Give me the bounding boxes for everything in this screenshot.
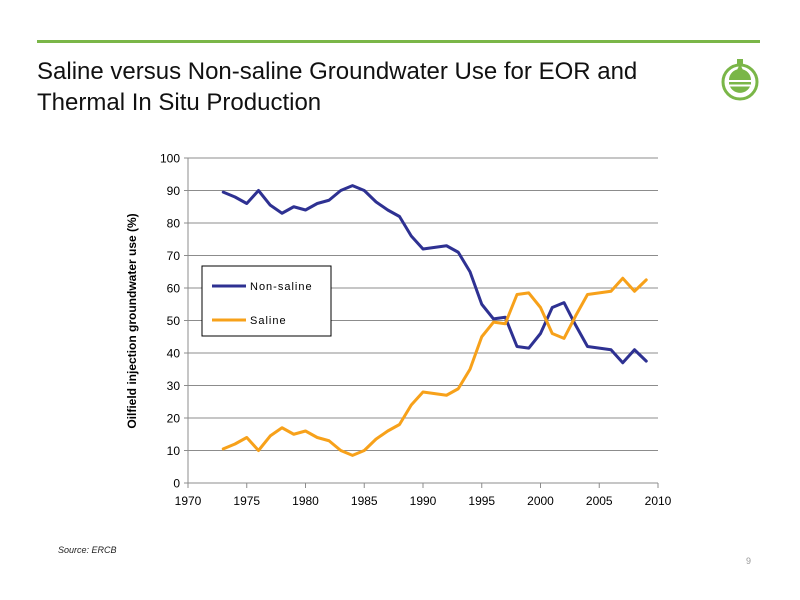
y-tick-label: 0 xyxy=(173,477,180,491)
page-number: 9 xyxy=(746,556,752,566)
x-tick-label: 2010 xyxy=(645,494,672,508)
slide-title-line-2: Thermal In Situ Production xyxy=(37,89,322,116)
x-tick-label: 1990 xyxy=(410,494,437,508)
x-tick-label: 1980 xyxy=(292,494,319,508)
series-line-saline xyxy=(221,276,648,457)
legend-label-non-saline: Non-saline xyxy=(250,281,313,293)
y-tick-label: 70 xyxy=(167,249,181,263)
y-tick-label: 80 xyxy=(167,217,181,231)
slide-title: Saline versus Non-saline Groundwater Use… xyxy=(37,56,717,118)
x-tick-label: 1985 xyxy=(351,494,378,508)
x-tick-label: 1995 xyxy=(468,494,495,508)
groundwater-use-chart: 0 10 20 30 40 50 60 70 80 90 100 1970 1975 1980 1985 19… xyxy=(125,152,672,509)
y-tick-label: 30 xyxy=(167,379,181,393)
x-tick-label: 2005 xyxy=(586,494,613,508)
x-tick-label: 1970 xyxy=(175,494,202,508)
x-tick-label: 1975 xyxy=(233,494,260,508)
y-tick-label: 20 xyxy=(167,412,181,426)
title-divider-bar xyxy=(37,40,760,43)
legend-box xyxy=(201,265,332,337)
legend-label-saline: Saline xyxy=(250,315,287,327)
y-tick-label: 60 xyxy=(167,282,181,296)
y-axis-label: Oilfield injection groundwater use (%) xyxy=(125,213,139,428)
y-tick-label: 100 xyxy=(160,152,180,166)
y-tick-label: 50 xyxy=(167,314,181,328)
series-line-non-saline xyxy=(221,184,648,365)
y-tick-label: 40 xyxy=(167,347,181,361)
x-tick-label: 2000 xyxy=(527,494,554,508)
y-tick-label: 90 xyxy=(167,184,181,198)
chart-legend: Non-saline Saline xyxy=(201,265,332,337)
y-tick-label: 10 xyxy=(167,444,181,458)
oil-drop-logo-icon xyxy=(721,59,759,101)
source-note: Source: ERCB xyxy=(58,545,117,555)
slide-title-line-1: Saline versus Non-saline Groundwater Use… xyxy=(37,58,638,85)
